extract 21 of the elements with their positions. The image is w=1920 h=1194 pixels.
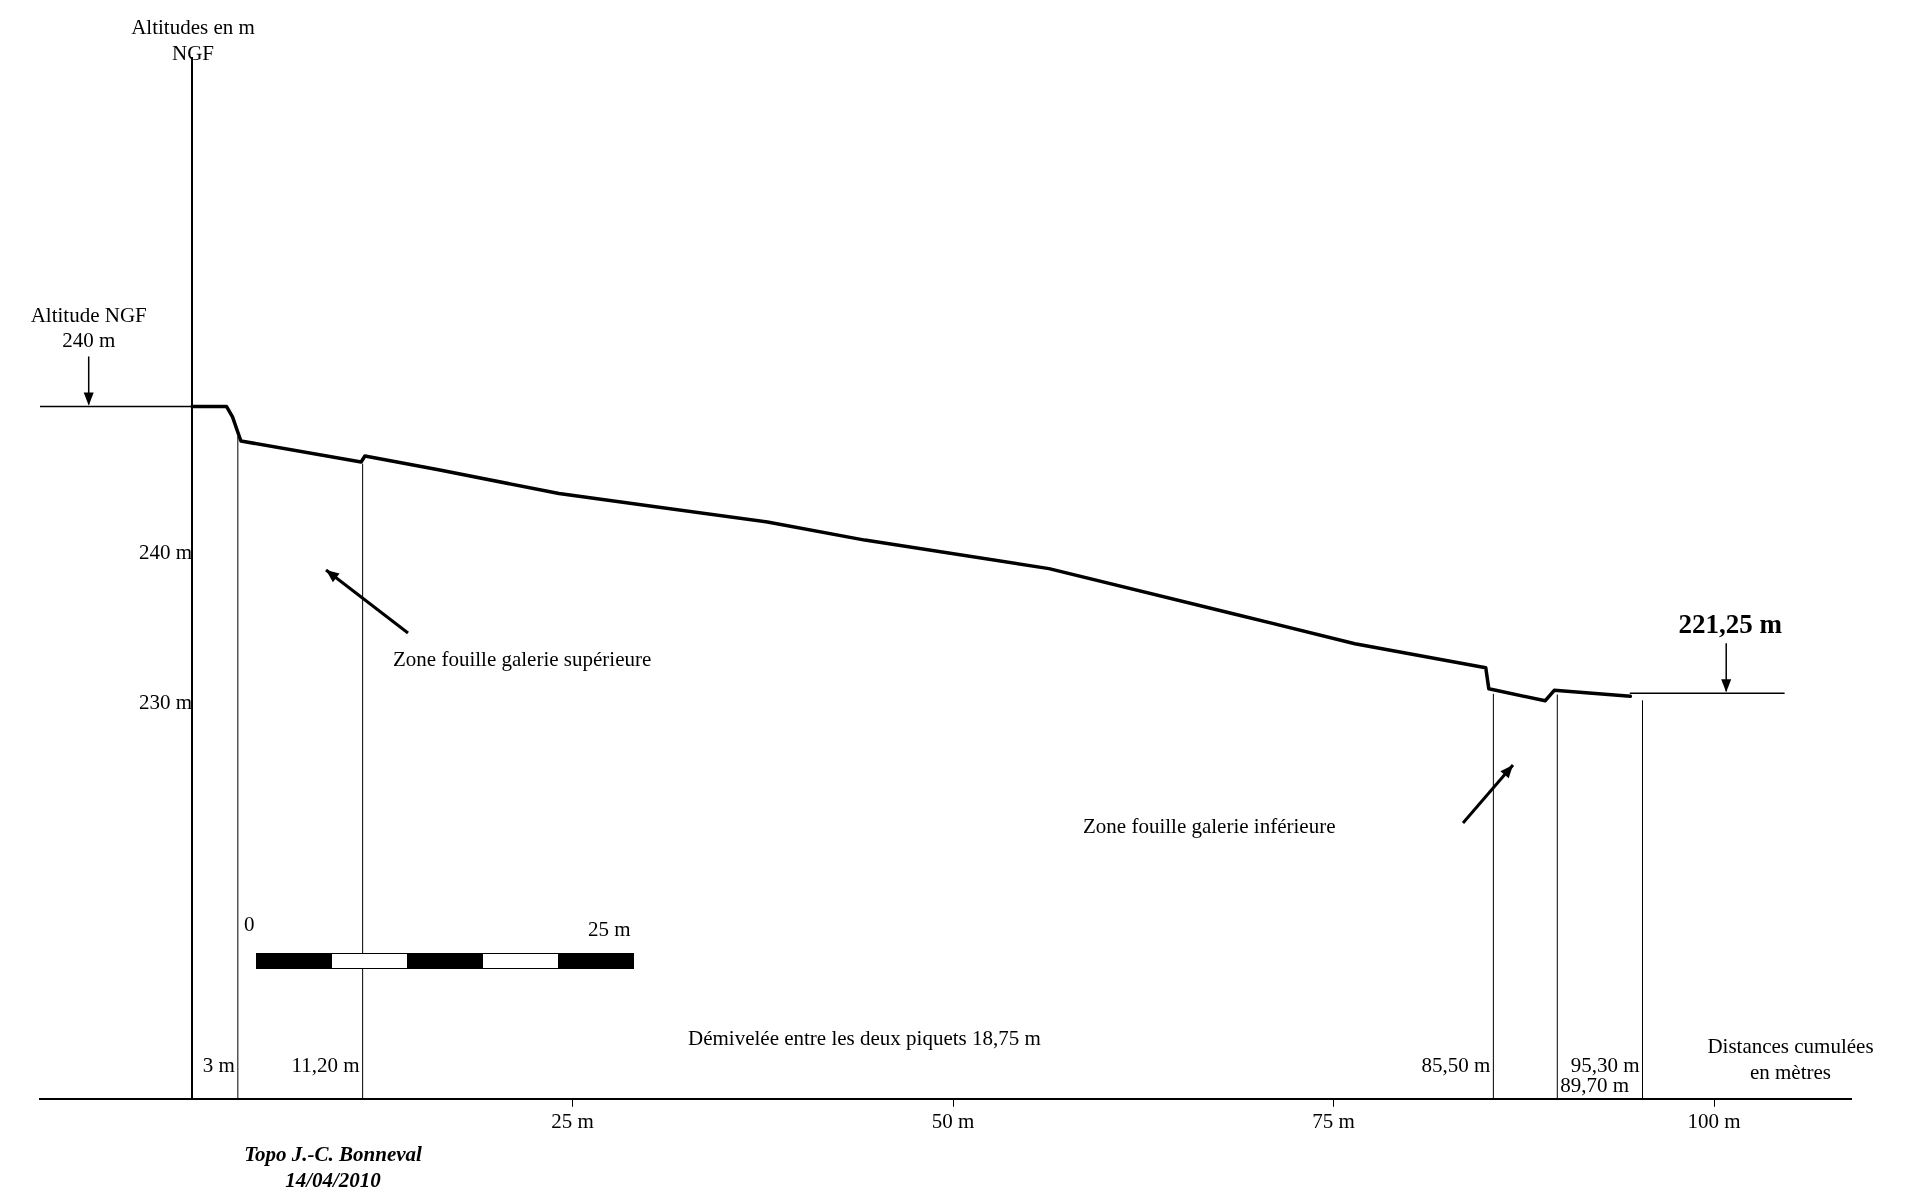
x-tick-label: 100 m [1687, 1108, 1741, 1133]
ref-line-label: 95,30 m [1570, 1052, 1640, 1077]
x-axis-title: Distances cumulées en mètres [1706, 1033, 1875, 1086]
ref-line-label: 85,50 m [1421, 1052, 1491, 1077]
x-tick-label: 50 m [931, 1108, 975, 1133]
annotation: Zone fouille galerie supérieure [393, 646, 653, 673]
x-tick-label: 75 m [1312, 1108, 1355, 1133]
ref-line-label: 11,20 m [291, 1052, 360, 1077]
scale-ruler: 0 25 m [244, 911, 668, 969]
text: Topo J.-C. Bonneval 14/04/2010 [243, 1141, 423, 1194]
y-tick-label: 240 m [139, 540, 193, 565]
y-axis-title: Altitudes en m NGF [130, 14, 256, 67]
y-tick-label: 230 m [139, 690, 193, 715]
annotation: 0 [244, 911, 255, 938]
annotation: 25 m [588, 916, 631, 943]
annotation: Altitude NGF 240 m [30, 303, 147, 353]
annotation: 221,25 m [1678, 608, 1783, 639]
annotation: Démivelée entre les deux piquets 18,75 m [688, 1025, 1042, 1052]
ref-line-label: 3 m [202, 1052, 235, 1077]
x-tick-label: 25 m [551, 1108, 594, 1133]
annotation: Zone fouille galerie inférieure [1083, 813, 1337, 840]
